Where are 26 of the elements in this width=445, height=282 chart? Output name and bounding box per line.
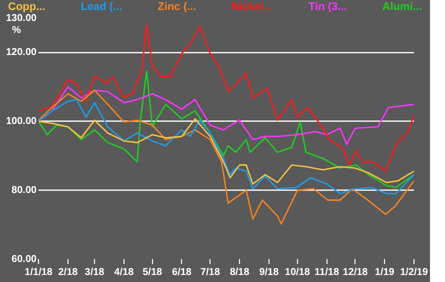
x-tick-label: 3/18 (84, 266, 105, 278)
y-tick-label: 80.00 (12, 184, 38, 196)
text: Alumi... (382, 1, 422, 13)
x-tick-label: 7/18 (200, 266, 220, 278)
y-tick-label: 130.00 (6, 12, 38, 24)
x-tick-label: 1/2/19 (400, 266, 428, 278)
y-tick-label: 60.00 (12, 254, 38, 265)
x-tick-label: 10/18 (284, 266, 310, 278)
x-tick-label: 12/18 (342, 266, 368, 278)
text: Lead (... (80, 1, 122, 13)
y-tick-label: 100.00 (6, 116, 38, 128)
x-tick-label: 6/18 (172, 266, 192, 278)
text: Copp... (8, 1, 46, 13)
x-tick-label: 11/18 (314, 266, 340, 278)
text: Tin (3... (308, 1, 347, 13)
text: Nickel... (232, 1, 274, 13)
x-tick-label: 1/1/18 (24, 266, 53, 278)
text: Zinc (... (158, 1, 196, 13)
x-tick-label: 5/18 (142, 266, 163, 278)
x-tick-label: 8/18 (230, 266, 250, 278)
y-tick-label: 120.00 (6, 47, 38, 58)
y-axis-title: % (12, 24, 21, 36)
x-tick-label: 1/19 (374, 266, 395, 278)
x-tick-label: 9/18 (259, 266, 280, 278)
x-tick-label: 4/18 (114, 266, 134, 278)
x-tick-label: 2/18 (58, 266, 78, 278)
